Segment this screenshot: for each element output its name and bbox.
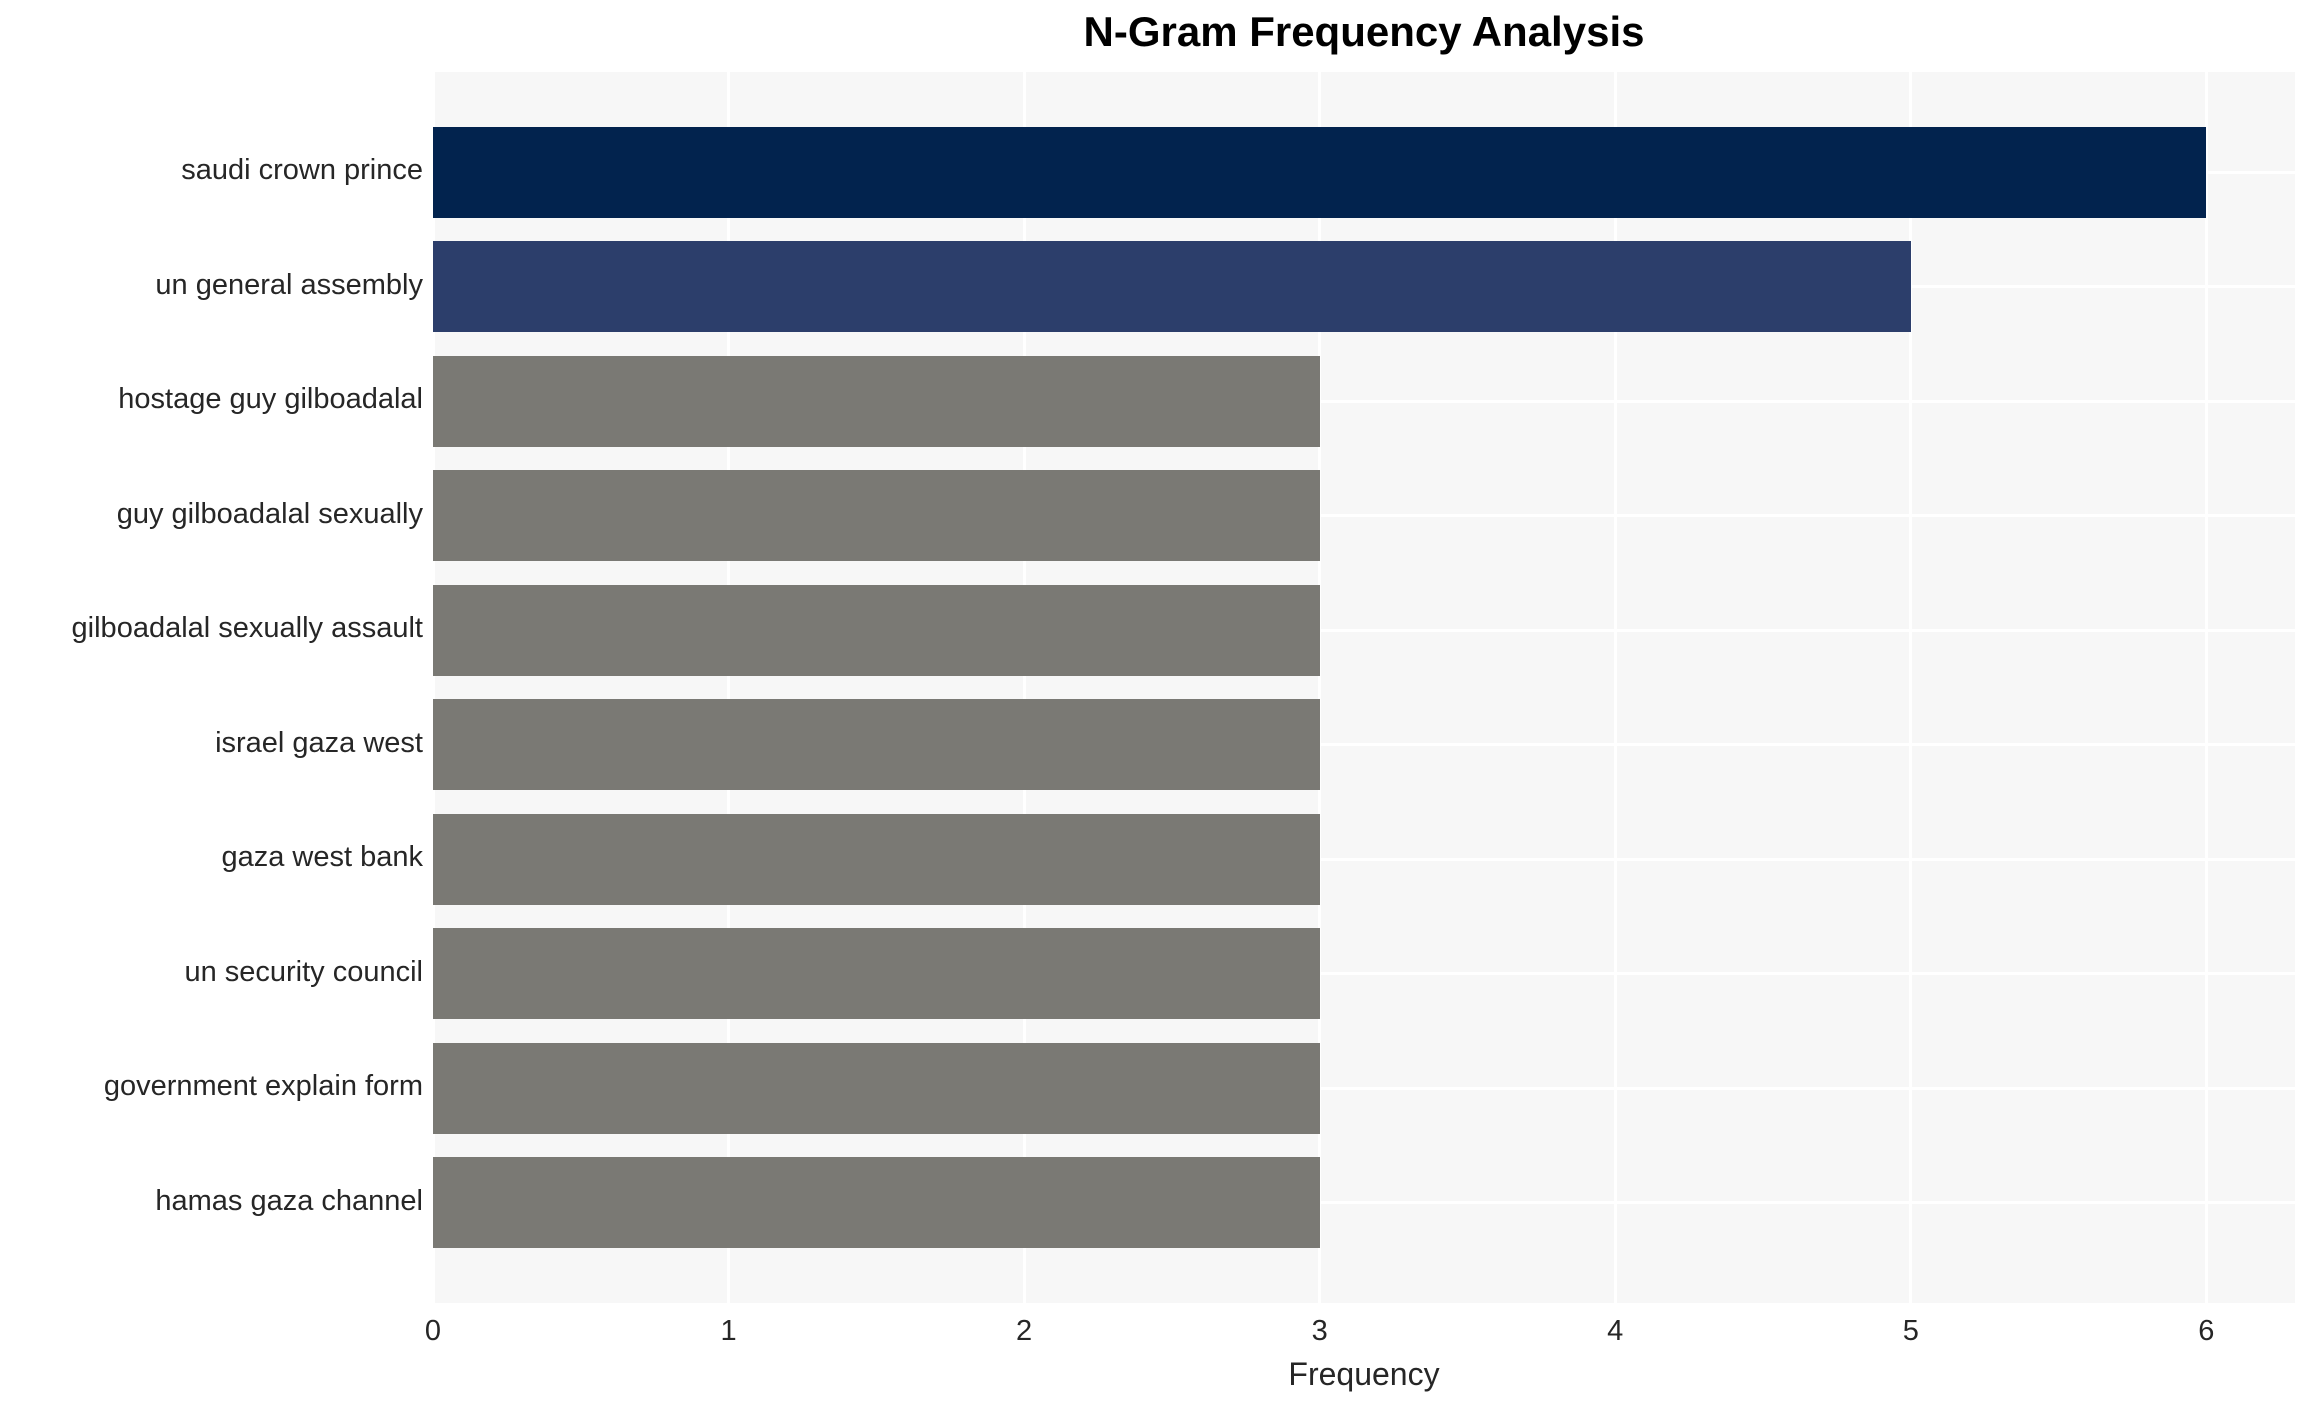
gridline-vertical	[727, 72, 731, 1303]
category-label: gilboadalal sexually assault	[71, 612, 423, 645]
bar	[433, 699, 1320, 791]
gridline-horizontal	[433, 1201, 2295, 1205]
category-label: israel gaza west	[215, 726, 423, 759]
bar	[433, 584, 1320, 676]
x-tick-label: 0	[424, 1315, 442, 1347]
category-label: guy gilboadalal sexually	[116, 497, 423, 530]
y-axis-labels: saudi crown prince un general assembly hos…	[0, 72, 423, 1303]
bar	[433, 1042, 1320, 1134]
gridline-vertical	[1022, 72, 1026, 1303]
category-label: saudi crown prince	[181, 154, 423, 187]
gridline-horizontal	[433, 1086, 2295, 1090]
gridline-horizontal	[433, 972, 2295, 976]
bar	[433, 1157, 1320, 1249]
x-tick-label: 1	[720, 1315, 737, 1347]
x-tick-label: 2	[1016, 1315, 1033, 1347]
bar	[433, 241, 1911, 333]
gridline-horizontal	[433, 743, 2295, 747]
x-axis-title: Frequency	[1288, 1356, 1440, 1392]
gridline-vertical	[1613, 72, 1617, 1303]
x-tick-label: 5	[1902, 1315, 1919, 1347]
bar	[433, 470, 1320, 562]
category-label: government explain form	[103, 1070, 423, 1103]
gridline-vertical	[433, 72, 435, 1303]
gridline-vertical	[1318, 72, 1322, 1303]
x-tick-label: 3	[1311, 1315, 1328, 1347]
x-tick-label: 4	[1607, 1315, 1624, 1347]
bar	[433, 126, 2207, 218]
bar	[433, 813, 1320, 905]
bar	[433, 355, 1320, 447]
gridline-horizontal	[433, 628, 2295, 632]
gridline-vertical	[2204, 72, 2208, 1303]
gridline-horizontal	[433, 857, 2295, 861]
x-axis: 0 1 2 3 4 5 6	[425, 1315, 2295, 1355]
plot-area	[433, 72, 2295, 1303]
gridline-horizontal	[433, 399, 2295, 403]
bar	[433, 928, 1320, 1020]
category-label: hostage guy gilboadalal	[118, 383, 423, 416]
gridline-horizontal	[433, 514, 2295, 518]
x-tick-label: 6	[2198, 1315, 2215, 1347]
category-label: un security council	[184, 955, 423, 988]
category-label: hamas gaza channel	[155, 1184, 423, 1217]
gridline-vertical	[1909, 72, 1913, 1303]
chart-title: N-Gram Frequency Analysis	[1083, 8, 1645, 55]
category-label: un general assembly	[155, 268, 423, 301]
category-label: gaza west bank	[221, 841, 423, 874]
